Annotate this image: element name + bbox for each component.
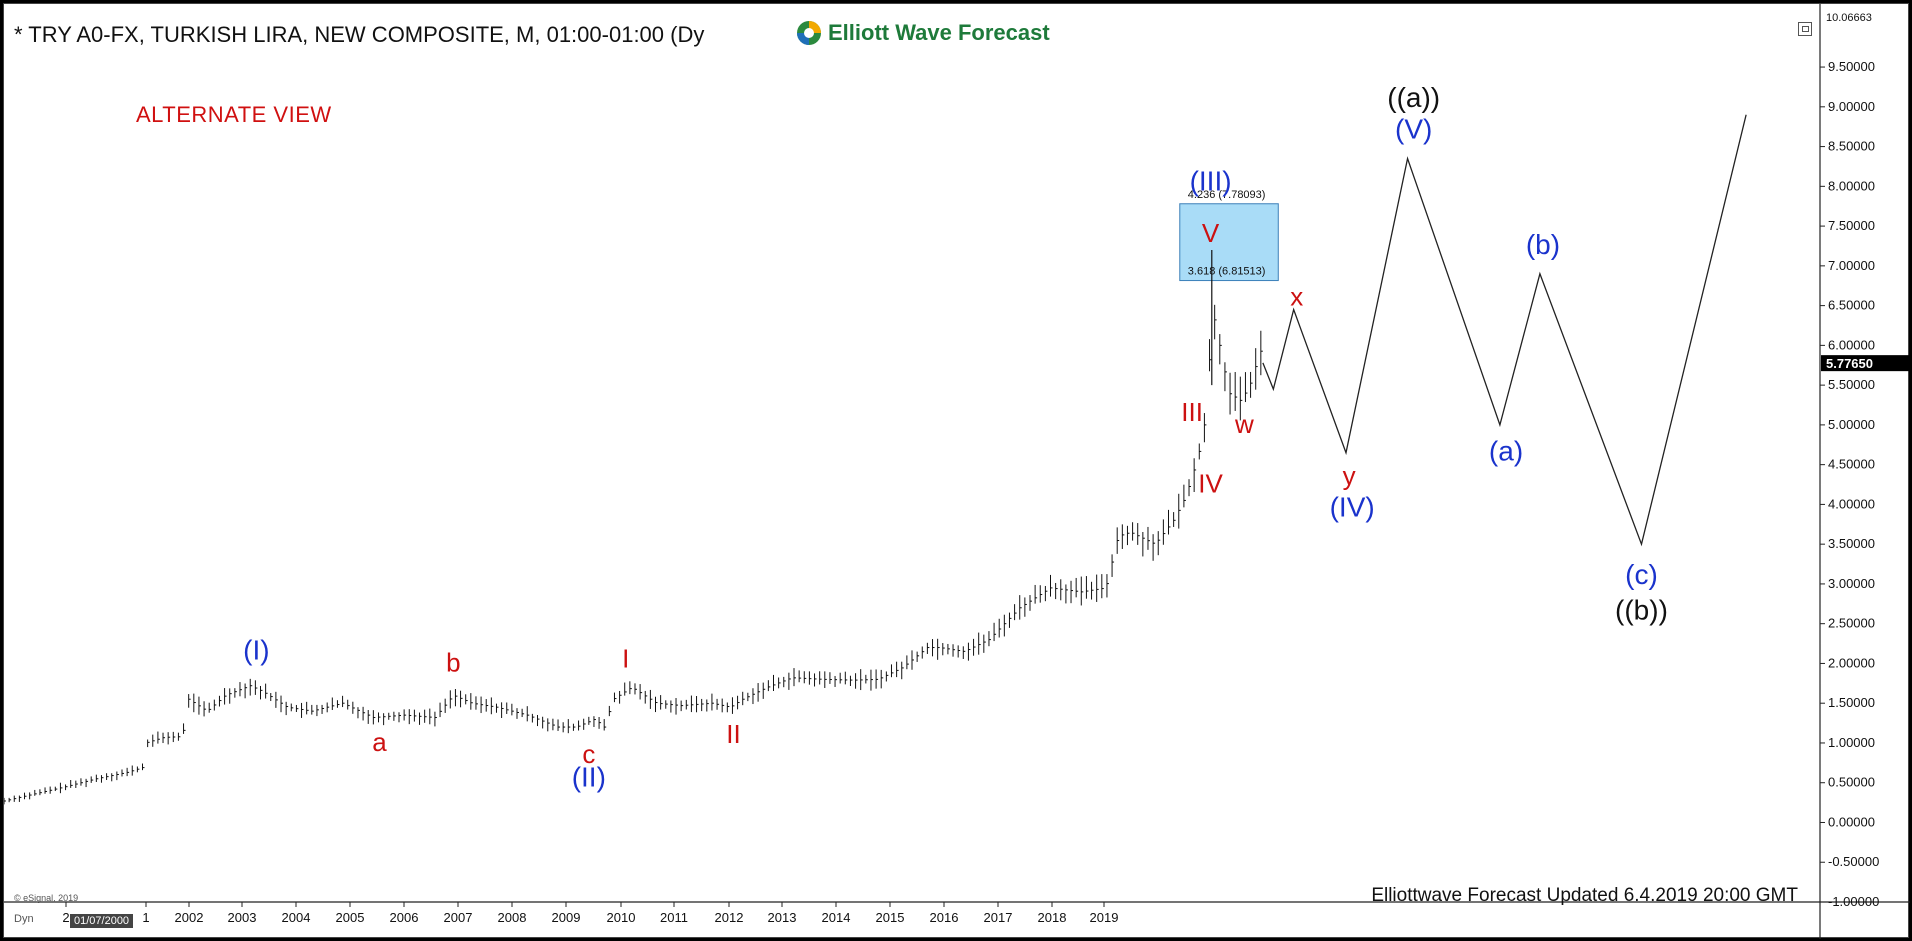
y-tick-label: 3.50000 bbox=[1828, 536, 1875, 551]
last-price-marker bbox=[1821, 355, 1909, 372]
x-tick-label: 2012 bbox=[715, 910, 744, 925]
wave-label: (b) bbox=[1526, 229, 1560, 260]
wave-label: x bbox=[1290, 282, 1303, 312]
wave-label: (II) bbox=[572, 762, 606, 793]
last-price-label: 5.77650 bbox=[1826, 356, 1873, 371]
x-tick-label: 2016 bbox=[930, 910, 959, 925]
y-tick-label: -0.50000 bbox=[1828, 854, 1879, 869]
wave-label: (a) bbox=[1489, 436, 1523, 467]
x-tick-label: 2009 bbox=[552, 910, 581, 925]
x-tick-label: 2019 bbox=[1090, 910, 1119, 925]
elliott-wave-logo-icon bbox=[797, 21, 821, 45]
x-tick-label: 2008 bbox=[498, 910, 527, 925]
x-tick-label: 2004 bbox=[282, 910, 311, 925]
price-chart[interactable]: 9.50000 9.00000 8.50000 8.00000 7.50000 7.000… bbox=[4, 4, 1910, 939]
y-tick-label: 9.50000 bbox=[1828, 59, 1875, 74]
wave-label: ((a)) bbox=[1387, 82, 1440, 113]
copyright-note: © eSignal, 2019 bbox=[14, 893, 79, 903]
wave-label: I bbox=[622, 643, 629, 673]
y-top-label: 10.06663 bbox=[1826, 12, 1872, 24]
logo-text: Elliott Wave Forecast bbox=[828, 20, 1050, 45]
wave-label: II bbox=[726, 719, 740, 749]
wave-label: (I) bbox=[243, 634, 269, 665]
wave-label: (IV) bbox=[1330, 491, 1375, 522]
wave-label: III bbox=[1181, 397, 1203, 427]
x-tick-label: 2017 bbox=[984, 910, 1013, 925]
x-tick-label: 2 bbox=[62, 910, 69, 925]
x-tick-label: 2015 bbox=[876, 910, 905, 925]
y-tick-label: 7.50000 bbox=[1828, 218, 1875, 233]
wave-label: IV bbox=[1198, 468, 1223, 498]
y-tick-label: 1.00000 bbox=[1828, 735, 1875, 750]
x-tick-label: 2013 bbox=[768, 910, 797, 925]
wave-label: ((b)) bbox=[1615, 595, 1668, 626]
x-tick-label: 2005 bbox=[336, 910, 365, 925]
forecast-path bbox=[1262, 114, 1747, 547]
wave-label: c bbox=[582, 739, 595, 769]
x-tick-label: 2014 bbox=[822, 910, 851, 925]
x-tick-label: 1 bbox=[142, 910, 149, 925]
maximize-icon[interactable] bbox=[1798, 22, 1812, 36]
x-tick-label: 2010 bbox=[607, 910, 636, 925]
fib-label-bottom: 3.618 (6.81513) bbox=[1188, 266, 1266, 278]
y-tick-label: -1.00000 bbox=[1828, 894, 1879, 909]
x-tick-label: 2006 bbox=[390, 910, 419, 925]
wave-label: V bbox=[1202, 218, 1220, 248]
alternate-view-label: ALTERNATE VIEW bbox=[136, 102, 332, 127]
y-tick-label: 4.50000 bbox=[1828, 457, 1875, 472]
chart-title: * TRY A0-FX, TURKISH LIRA, NEW COMPOSITE… bbox=[14, 22, 705, 47]
wave-label: b bbox=[446, 647, 460, 677]
y-tick-label: 4.00000 bbox=[1828, 496, 1875, 511]
y-tick-label: 0.00000 bbox=[1828, 814, 1875, 829]
y-tick-label: 6.00000 bbox=[1828, 337, 1875, 352]
wave-label: (V) bbox=[1395, 114, 1432, 145]
y-tick-label: 3.00000 bbox=[1828, 576, 1875, 591]
chart-frame: 9.50000 9.00000 8.50000 8.00000 7.50000 7.000… bbox=[3, 3, 1910, 939]
x-tick-label: 2003 bbox=[228, 910, 257, 925]
x-tick-label: 2007 bbox=[444, 910, 473, 925]
wave-label: y bbox=[1343, 461, 1356, 491]
fib-extension-zone bbox=[1179, 203, 1279, 282]
y-tick-label: 2.00000 bbox=[1828, 655, 1875, 670]
y-tick-label: 8.50000 bbox=[1828, 139, 1875, 154]
wave-label: w bbox=[1234, 409, 1254, 439]
x-tick-label: 2002 bbox=[175, 910, 204, 925]
y-tick-label: 0.50000 bbox=[1828, 775, 1875, 790]
y-tick-label: 9.00000 bbox=[1828, 99, 1875, 114]
x-tick-label: 2011 bbox=[660, 910, 688, 925]
y-tick-label: 1.50000 bbox=[1828, 695, 1875, 710]
updated-note: Elliottwave Forecast Updated 6.4.2019 20… bbox=[1371, 885, 1798, 906]
y-tick-label: 6.50000 bbox=[1828, 298, 1875, 313]
y-tick-label: 8.00000 bbox=[1828, 178, 1875, 193]
wave-label: a bbox=[372, 727, 387, 757]
y-tick-label: 5.00000 bbox=[1828, 417, 1875, 432]
dyn-label[interactable]: Dyn bbox=[14, 913, 34, 925]
wave-label: (c) bbox=[1625, 559, 1658, 590]
y-tick-label: 5.50000 bbox=[1828, 377, 1875, 392]
y-tick-label: 2.50000 bbox=[1828, 616, 1875, 631]
wave-label: (III) bbox=[1190, 165, 1232, 196]
fib-label-top: 4.236 (7.78093) bbox=[1188, 189, 1266, 201]
y-tick-label: 7.00000 bbox=[1828, 258, 1875, 273]
x-tick-label: 2018 bbox=[1038, 910, 1067, 925]
logo: Elliott Wave Forecast bbox=[796, 20, 1050, 46]
date-cursor-box: 01/07/2000 bbox=[70, 914, 134, 928]
